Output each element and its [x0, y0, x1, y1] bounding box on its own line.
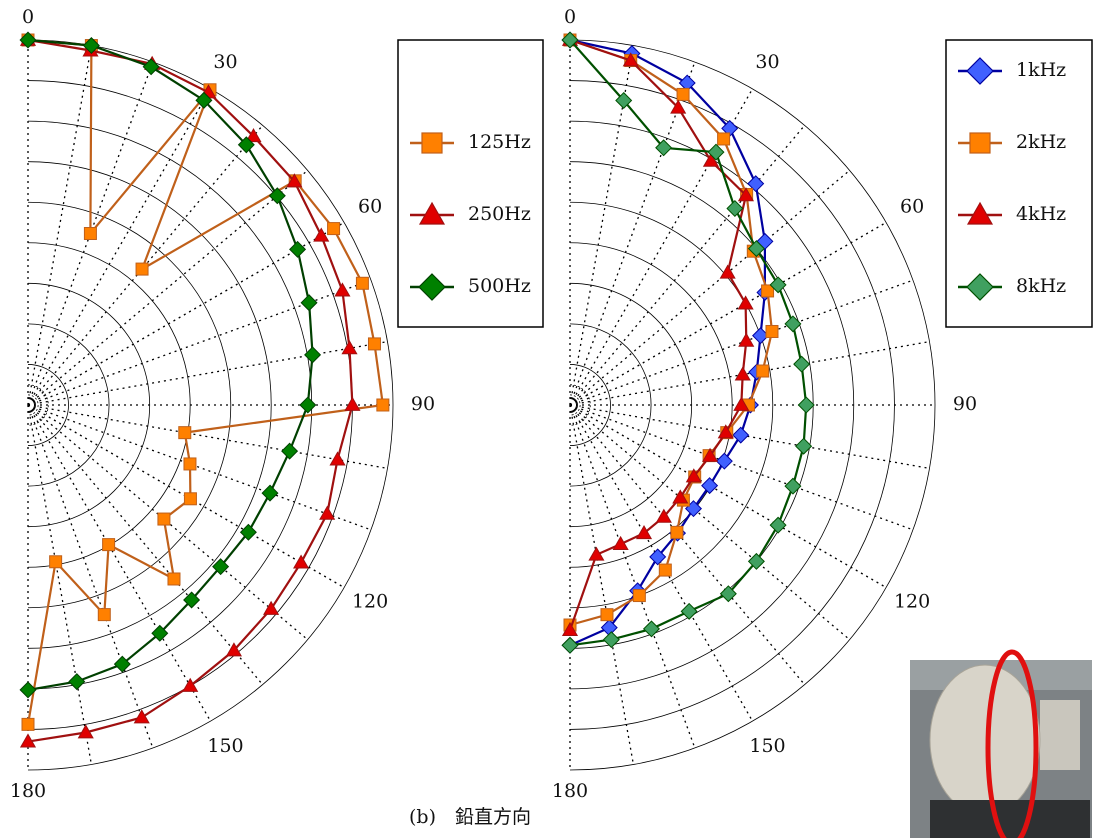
- data-point: [794, 356, 810, 372]
- data-point: [644, 621, 660, 637]
- data-point: [785, 316, 801, 332]
- legend-label: 2kHz: [1016, 131, 1066, 153]
- data-point: [785, 478, 801, 494]
- speaker-photo: [910, 652, 1092, 838]
- data-point: [301, 295, 317, 311]
- theta-tick-label: 120: [352, 591, 388, 613]
- data-point: [739, 334, 753, 347]
- data-point: [179, 427, 191, 439]
- theta-tick-label: 60: [900, 196, 924, 218]
- legend-label: 8kHz: [1016, 275, 1066, 297]
- theta-tick-label: 120: [894, 591, 930, 613]
- data-point: [270, 188, 286, 204]
- grid-spoke: [570, 405, 929, 468]
- data-point: [659, 564, 671, 576]
- data-point: [98, 609, 110, 621]
- caption: (b) 鉛直方向: [409, 806, 531, 828]
- figure: (b) 鉛直方向 0 30 60 90 120 150 180 125Hz 250Hz 500Hz…: [0, 0, 1102, 838]
- data-point: [290, 242, 306, 258]
- data-point: [22, 718, 34, 730]
- data-point: [305, 347, 321, 363]
- legend-marker: [970, 133, 990, 153]
- data-point: [757, 365, 769, 377]
- data-point: [717, 453, 733, 469]
- data-point: [702, 478, 718, 494]
- data-point: [264, 602, 278, 615]
- theta-tick-label: 0: [22, 6, 34, 28]
- data-point: [158, 513, 170, 525]
- data-point: [294, 555, 308, 568]
- data-point: [335, 283, 349, 296]
- legend-label: 250Hz: [468, 203, 531, 225]
- data-point: [770, 517, 786, 533]
- data-point: [727, 201, 743, 217]
- polar-chart: 0 30 60 90 120 150 180: [10, 6, 435, 802]
- legend: 1kHz 2kHz 4kHz 8kHz: [946, 40, 1092, 327]
- data-point: [330, 452, 344, 465]
- data-point: [135, 710, 149, 723]
- data-point: [320, 507, 334, 520]
- data-point: [562, 637, 578, 653]
- data-point: [681, 604, 697, 620]
- data-point: [184, 493, 196, 505]
- data-point: [368, 338, 380, 350]
- data-point: [718, 133, 730, 145]
- data-point: [184, 458, 196, 470]
- data-point: [314, 228, 328, 241]
- data-point: [345, 398, 359, 411]
- legend-label: 500Hz: [468, 275, 531, 297]
- data-point: [798, 397, 814, 413]
- grid-spoke: [28, 342, 387, 405]
- data-point: [738, 296, 752, 309]
- data-point: [103, 539, 115, 551]
- theta-tick-label: 180: [552, 780, 588, 802]
- data-point: [143, 59, 159, 75]
- series-line: [28, 40, 352, 742]
- theta-tick-label: 30: [755, 51, 779, 73]
- legend-label: 4kHz: [1016, 203, 1066, 225]
- legend-label: 125Hz: [468, 131, 531, 153]
- data-point: [356, 277, 368, 289]
- theta-tick-label: 60: [358, 196, 382, 218]
- data-point: [377, 399, 389, 411]
- theta-tick-label: 150: [207, 735, 243, 757]
- data-point: [168, 573, 180, 585]
- grid-spoke: [570, 405, 633, 764]
- data-point: [50, 556, 62, 568]
- legend-label: 1kHz: [1016, 59, 1066, 81]
- data-point: [604, 632, 620, 648]
- grid-spoke: [28, 46, 91, 405]
- grid-ring: [28, 385, 48, 426]
- grid-spoke: [28, 405, 91, 764]
- data-point: [589, 548, 603, 561]
- data-point: [136, 263, 148, 275]
- data-point: [328, 223, 340, 235]
- data-point: [84, 228, 96, 240]
- data-point: [671, 526, 683, 538]
- theta-tick-label: 180: [10, 780, 46, 802]
- theta-tick-label: 90: [411, 393, 435, 415]
- data-point: [677, 88, 689, 100]
- series-line: [570, 40, 806, 645]
- data-point: [613, 537, 627, 550]
- photo-horn: [930, 665, 1040, 815]
- theta-tick-label: 90: [953, 393, 977, 415]
- theta-tick-label: 30: [213, 51, 237, 73]
- data-point: [69, 674, 85, 690]
- legend: 125Hz 250Hz 500Hz: [398, 40, 543, 327]
- photo-stand: [930, 800, 1090, 838]
- legend-marker: [422, 133, 442, 153]
- grid-ring: [570, 385, 590, 426]
- data-point: [300, 397, 316, 413]
- data-point: [282, 443, 298, 459]
- data-point: [733, 427, 749, 443]
- photo-horn-body: [1040, 700, 1080, 770]
- series-line: [28, 40, 383, 724]
- data-point: [633, 590, 645, 602]
- theta-tick-label: 150: [749, 735, 785, 757]
- theta-tick-label: 0: [564, 6, 576, 28]
- data-point: [601, 609, 613, 621]
- data-point: [262, 485, 278, 501]
- data-point: [766, 325, 778, 337]
